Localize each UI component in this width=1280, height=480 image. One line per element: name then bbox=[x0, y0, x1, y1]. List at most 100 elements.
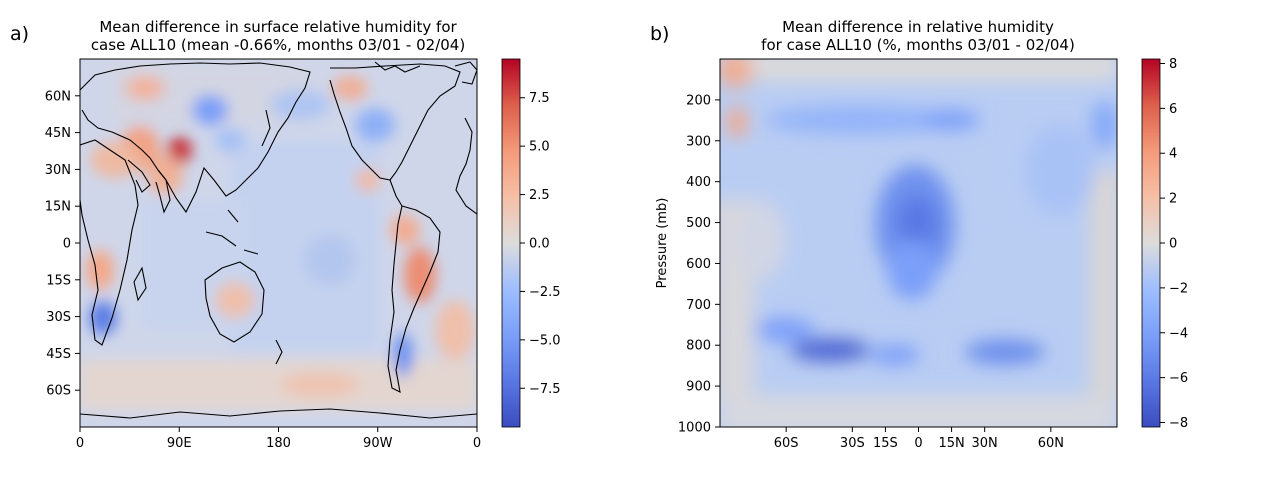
panel-a-blob-east-pacific bbox=[305, 235, 355, 285]
panel-b-xtick-label: 15N bbox=[938, 436, 964, 451]
panel-b-heatmap bbox=[720, 59, 1117, 427]
panel-a-colorbar-tick-label: 7.5 bbox=[529, 91, 550, 106]
panel-a-title-line1: Mean difference in surface relative humi… bbox=[99, 18, 457, 36]
panel-a-xtick-label: 90W bbox=[363, 436, 393, 451]
panel-b-field-top bbox=[720, 59, 1117, 80]
panel-a-coastlines bbox=[80, 61, 477, 419]
panel-a-blob-mongolia bbox=[192, 95, 228, 125]
panel-b-x-axis: 60S 30S 15S 0 15N 30N 60N bbox=[774, 427, 1064, 451]
panel-a-blob-africa-w bbox=[86, 250, 114, 290]
panel-a-ytick-label: 15N bbox=[45, 200, 71, 215]
panel-a-ytick-label: 0 bbox=[63, 237, 71, 252]
panel-a-blob-siberia bbox=[125, 76, 165, 100]
panel-b-colorbar-tick-label: −8 bbox=[1169, 416, 1188, 431]
coastline-antarctica bbox=[80, 408, 477, 419]
panel-a-blob-samerica bbox=[404, 247, 436, 303]
panel-a-field-pacific bbox=[230, 140, 380, 350]
panel-b-ytick-label: 600 bbox=[686, 257, 711, 272]
panel-b-ytick-label: 400 bbox=[686, 175, 711, 190]
panel-a-xtick-label: 180 bbox=[266, 436, 291, 451]
panel-b-blob-low-sh-left bbox=[755, 318, 815, 342]
coastline-south-america bbox=[387, 205, 441, 393]
panel-a-blob-north-pacific bbox=[270, 90, 330, 120]
coastline-eurasia bbox=[80, 62, 311, 214]
panel-b-colorbar-tick-label: 8 bbox=[1169, 57, 1177, 72]
panel-a-blob-south-pacific bbox=[280, 373, 360, 397]
panel-b-title-line1: Mean difference in relative humidity bbox=[782, 18, 1054, 36]
panel-a-ytick-label: 60S bbox=[46, 384, 71, 399]
panel-b-blob-low-nh bbox=[965, 340, 1045, 364]
panel-b-colorbar-tick-label: 0 bbox=[1169, 237, 1177, 252]
panel-a-blob-africa-n bbox=[90, 142, 140, 178]
panel-b-ytick-label: 300 bbox=[686, 134, 711, 149]
panel-a-colorbar-tick-label: 0.0 bbox=[529, 237, 550, 252]
panel-a-blob-australia bbox=[215, 282, 255, 318]
panel-b-blob-upper-left bbox=[727, 106, 747, 138]
panel-b: b) Mean difference in relative humidity … bbox=[650, 18, 1188, 451]
panel-b-ytick-label: 800 bbox=[686, 339, 711, 354]
panel-b-y-axis: 200 300 400 500 600 700 800 900 1000 bbox=[678, 93, 720, 436]
panel-b-xtick-label: 60N bbox=[1038, 436, 1064, 451]
panel-a-blob-argentina bbox=[393, 333, 413, 377]
panel-b-colorbar: 8 6 4 2 0 −2 −4 −6 −8 bbox=[1141, 57, 1188, 431]
panel-b-ytick-label: 700 bbox=[686, 298, 711, 313]
panel-a-blob-us bbox=[355, 108, 395, 142]
panel-b-xtick-label: 0 bbox=[914, 436, 922, 451]
panel-a: a) Mean difference in surface relative h… bbox=[10, 18, 561, 451]
panel-a-blob-canada bbox=[332, 76, 368, 100]
panel-b-colorbar-gradient bbox=[1141, 58, 1161, 428]
panel-a-blob-india bbox=[147, 155, 183, 195]
panel-b-colorbar-tick-label: 2 bbox=[1169, 192, 1177, 207]
panel-b-xtick-label: 30N bbox=[972, 436, 998, 451]
panel-b-label: b) bbox=[650, 23, 669, 45]
panel-a-blob-south-africa bbox=[89, 301, 117, 335]
panel-b-blob-upper-band-eq bbox=[920, 110, 980, 130]
panel-b-field-right-edge bbox=[1090, 170, 1117, 400]
panel-b-colorbar-tick-label: −2 bbox=[1169, 281, 1188, 296]
panel-b-colorbar-tick-label: 4 bbox=[1169, 147, 1177, 162]
panel-b-xtick-label: 60S bbox=[774, 436, 799, 451]
panel-b-blob-top-left bbox=[720, 59, 753, 88]
coastline-north-america bbox=[329, 63, 461, 181]
panel-b-field-bottom bbox=[720, 395, 1117, 427]
panel-a-heatmap bbox=[80, 59, 477, 427]
panel-b-ytick-label: 500 bbox=[686, 216, 711, 231]
coastline-greenland bbox=[454, 61, 477, 85]
panel-a-colorbar-tick-label: 5.0 bbox=[529, 140, 550, 155]
panel-a-blob-atlantic-s bbox=[435, 300, 475, 360]
panel-a-ytick-label: 15S bbox=[46, 273, 71, 288]
panel-a-ytick-label: 45S bbox=[46, 347, 71, 362]
panel-b-title-line2: for case ALL10 (%, months 03/01 - 02/04) bbox=[761, 36, 1075, 54]
coastline-australia bbox=[204, 261, 265, 343]
panel-a-label: a) bbox=[10, 23, 29, 45]
coastline-central-america bbox=[389, 179, 403, 207]
panel-a-blob-tibet bbox=[215, 128, 245, 152]
coastline-europe-west bbox=[455, 117, 477, 215]
panel-b-blob-upper-right bbox=[1091, 101, 1117, 149]
panel-b-colorbar-tick-label: −6 bbox=[1169, 371, 1188, 386]
panel-a-xtick-label: 0 bbox=[473, 436, 481, 451]
panel-a-blob-amazon bbox=[390, 215, 420, 245]
panel-b-blob-equator-core bbox=[897, 195, 937, 255]
panel-b-blob-mid-right bbox=[1025, 125, 1095, 215]
coastline-africa bbox=[80, 139, 139, 346]
panel-a-blob-mexico bbox=[356, 168, 380, 192]
panel-b-ylabel: Pressure (mb) bbox=[655, 198, 670, 289]
panel-a-colorbar-gradient bbox=[501, 58, 521, 428]
coastline-new-zealand bbox=[275, 339, 283, 365]
coastline-arabia bbox=[127, 159, 151, 193]
panel-a-ytick-label: 60N bbox=[45, 89, 71, 104]
panel-a-y-axis: 60N 45N 30N 15N 0 15S 30S 45S 60S bbox=[45, 89, 80, 399]
panel-a-title-line2: case ALL10 (mean -0.66%, months 03/01 - … bbox=[91, 36, 465, 54]
panel-b-xtick-label: 15S bbox=[873, 436, 898, 451]
panel-a-colorbar: 7.5 5.0 2.5 0.0 −2.5 −5.0 −7.5 bbox=[501, 58, 561, 428]
coastline-arctic-islands bbox=[374, 61, 421, 73]
panel-a-ytick-label: 30S bbox=[46, 310, 71, 325]
panel-b-blob-upper-band-s bbox=[765, 106, 955, 134]
panel-b-blob-low-sh-tail bbox=[870, 345, 920, 365]
panel-a-colorbar-tick-label: −5.0 bbox=[529, 333, 561, 348]
panel-b-colorbar-tick-label: −4 bbox=[1169, 326, 1188, 341]
panel-b-blob-low-sh bbox=[790, 339, 870, 361]
panel-a-blob-iran bbox=[168, 136, 192, 164]
